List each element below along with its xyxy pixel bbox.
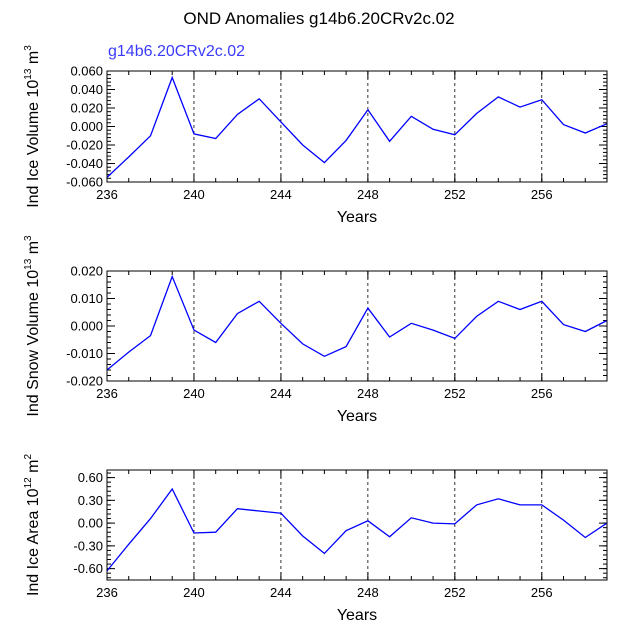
y-tick-label: -0.30 <box>73 538 103 553</box>
y-tick-label: -0.010 <box>66 346 103 361</box>
x-axis-label: Years <box>337 408 377 425</box>
y-tick-label: 0.010 <box>70 291 103 306</box>
y-tick-label: 0.30 <box>78 493 103 508</box>
y-axis-label: Ind Ice Area 1012 m2 <box>23 454 42 597</box>
y-tick-label: 0.060 <box>70 64 103 79</box>
y-tick-label: -0.020 <box>66 374 103 389</box>
x-tick-label: 240 <box>183 585 205 600</box>
plot-frame <box>106 70 608 183</box>
x-tick-label: 236 <box>96 187 118 202</box>
y-tick-label: 0.00 <box>78 516 103 531</box>
series-label: g14b6.20CRv2c.02 <box>108 43 245 60</box>
x-tick-label: 240 <box>183 187 205 202</box>
y-tick-label: 0.000 <box>70 319 103 334</box>
x-tick-label: 248 <box>357 187 379 202</box>
y-tick-label: 0.020 <box>70 264 103 279</box>
x-tick-label: 248 <box>357 386 379 401</box>
series-line-middle <box>106 274 608 371</box>
y-tick-label: -0.020 <box>66 138 103 153</box>
x-tick-label: 256 <box>531 585 553 600</box>
x-tick-label: 252 <box>444 187 466 202</box>
x-tick-label: 256 <box>531 386 553 401</box>
y-tick-label: -0.60 <box>73 561 103 576</box>
y-tick-label: -0.060 <box>66 175 103 190</box>
chart-title: OND Anomalies g14b6.20CRv2c.02 <box>183 9 454 28</box>
plot-frame <box>106 469 608 581</box>
x-tick-label: 236 <box>96 585 118 600</box>
y-tick-label: 0.040 <box>70 82 103 97</box>
x-tick-label: 240 <box>183 386 205 401</box>
panel-middle: 236 240 244 248 252 256 -0.020 -0.010 0.000 0.010… <box>23 235 608 425</box>
x-axis-label: Years <box>337 209 377 226</box>
y-axis-label: Ind Snow Volume 1013 m3 <box>23 235 42 417</box>
y-axis-label: Ind Ice Volume 1013 m3 <box>23 45 42 208</box>
x-tick-label: 248 <box>357 585 379 600</box>
x-tick-label: 244 <box>270 386 292 401</box>
x-tick-label: 256 <box>531 187 553 202</box>
x-axis-label: Years <box>337 607 377 624</box>
y-tick-label: 0.000 <box>70 119 103 134</box>
x-tick-label: 236 <box>96 386 118 401</box>
x-tick-label: 252 <box>444 585 466 600</box>
x-tick-label: 244 <box>270 585 292 600</box>
y-tick-label: 0.60 <box>78 470 103 485</box>
plot-frame <box>106 270 608 382</box>
y-tick-label: -0.040 <box>66 156 103 171</box>
panel-top: 236 240 244 248 252 256 -0.060 -0.040 -0.020 0.00… <box>23 45 608 226</box>
panel-bottom: 236 240 244 248 252 256 -0.60 -0.30 0.00 0.30 0.60… <box>23 454 608 624</box>
x-tick-label: 252 <box>444 386 466 401</box>
series-line-top <box>106 75 608 178</box>
y-tick-label: 0.020 <box>70 101 103 116</box>
series-line-bottom <box>106 487 608 572</box>
x-tick-label: 244 <box>270 187 292 202</box>
